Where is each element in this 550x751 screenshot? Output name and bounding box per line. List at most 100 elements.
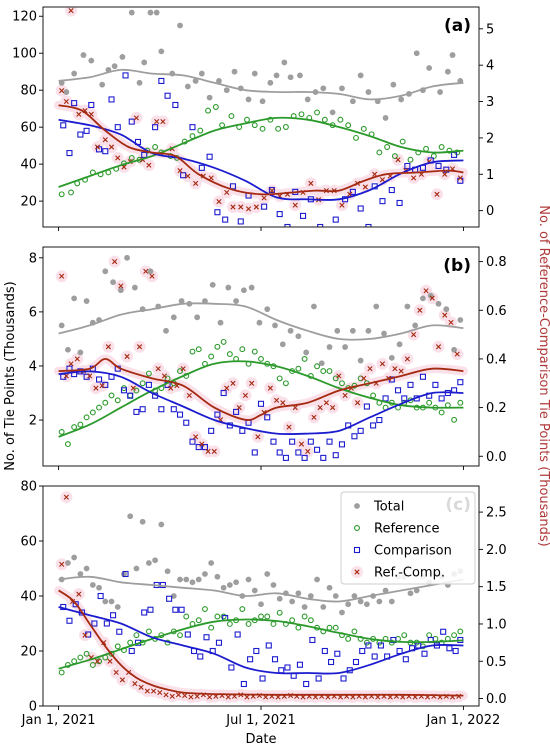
refcomp-point	[199, 441, 205, 447]
trend-line-comparison	[58, 606, 464, 675]
total-point	[63, 89, 70, 95]
comparison-point	[278, 667, 285, 674]
reference-point	[58, 428, 65, 435]
refcomp-point	[150, 688, 157, 694]
refcomp-point	[342, 392, 348, 399]
refcomp-point	[230, 204, 236, 210]
refcomp-point	[354, 400, 361, 406]
comparison-point	[116, 628, 123, 635]
refcomp-point	[339, 202, 345, 208]
reference-point	[228, 113, 235, 120]
comparison-point	[407, 381, 414, 388]
trend-line-refcomp	[58, 357, 464, 421]
trend-line-comparison	[58, 370, 464, 436]
comparison-point	[170, 406, 177, 413]
total-point	[83, 565, 90, 572]
reference-point	[320, 368, 327, 375]
comparison-point	[176, 411, 184, 418]
total-point	[158, 521, 165, 528]
y-tick-label-left: 60	[20, 121, 37, 136]
total-point	[398, 96, 405, 103]
refcomp-point	[423, 288, 429, 294]
reference-point	[226, 621, 233, 627]
reference-point	[71, 424, 78, 431]
total-point	[192, 78, 199, 84]
y-axis-label-right: No. of Reference-Comparison Tie Points (…	[536, 205, 550, 547]
reference-point	[251, 348, 258, 355]
refcomp-point	[330, 405, 336, 411]
refcomp-trend-halo	[54, 100, 468, 199]
refcomp-point	[76, 111, 82, 117]
refcomp-point	[94, 658, 101, 664]
reference-point	[376, 149, 383, 156]
refcomp-point	[225, 694, 231, 700]
reference-point	[401, 632, 408, 639]
comparison-point	[240, 680, 247, 688]
reference-point	[114, 397, 121, 404]
refcomp-point	[395, 157, 401, 163]
reference-point	[83, 414, 90, 421]
reference-point	[451, 416, 458, 423]
comparison-point	[103, 620, 110, 627]
total-point	[326, 584, 333, 591]
total-point	[71, 70, 78, 77]
reference-point	[64, 441, 71, 448]
comparison-point	[97, 592, 104, 600]
comparison-point	[320, 454, 327, 461]
total-point	[413, 587, 420, 594]
refcomp-point	[87, 373, 93, 379]
right-axis-ticks: 0.0 0.5 1.0 1.5 2.0 2.5	[479, 506, 507, 707]
comparison-point	[295, 449, 302, 456]
comparison-point	[317, 223, 324, 227]
series-reference	[58, 104, 461, 198]
refcomp-point	[308, 180, 314, 186]
trend-line-reference	[58, 618, 464, 670]
refcomp-point	[102, 137, 108, 143]
total-point	[147, 9, 154, 16]
total-point	[301, 604, 308, 610]
refcomp-point	[115, 155, 121, 161]
reference-point	[220, 338, 227, 345]
comparison-point	[128, 118, 135, 125]
total-point	[270, 582, 277, 588]
comparison-point	[435, 162, 442, 170]
reference-point	[212, 104, 219, 110]
refcomp-point	[168, 385, 174, 391]
reference-point	[259, 125, 266, 132]
reference-point	[208, 353, 215, 360]
x-tick-label: Jan 1, 2022	[426, 713, 501, 728]
reference-point	[219, 122, 226, 129]
reference-point	[332, 375, 339, 382]
refcomp-point	[429, 295, 435, 301]
y-tick-label-right: 0.4	[486, 352, 507, 367]
comparison-point	[396, 647, 403, 655]
reference-point	[430, 153, 437, 160]
refcomp-point	[398, 368, 404, 374]
halo-mark	[65, 7, 78, 17]
comparison-point	[452, 647, 459, 655]
y-tick-label-left: 120	[12, 10, 37, 25]
refcomp-point	[317, 405, 323, 411]
comparison-point	[133, 408, 140, 415]
total-point	[202, 571, 208, 577]
trend-line-total	[58, 302, 464, 341]
comparison-point	[309, 636, 316, 644]
x-axis-ticks	[58, 227, 464, 231]
total-point	[349, 98, 356, 105]
comparison-point	[401, 395, 408, 402]
y-tick-label-right: 0.0	[486, 692, 507, 707]
reference-point	[77, 421, 84, 428]
total-point	[451, 346, 457, 353]
total-point	[216, 78, 222, 84]
refcomp-point	[182, 692, 188, 699]
refcomp-point	[336, 373, 342, 379]
comparison-point	[261, 203, 268, 210]
panels: 20406080100120012345(a)24680.00.20.40.60…	[12, 6, 507, 728]
total-point	[119, 54, 126, 60]
total-point	[226, 582, 233, 588]
refcomp-point	[118, 283, 124, 289]
comparison-point	[328, 658, 335, 666]
reference-point	[102, 399, 109, 406]
comparison-point	[349, 188, 356, 195]
